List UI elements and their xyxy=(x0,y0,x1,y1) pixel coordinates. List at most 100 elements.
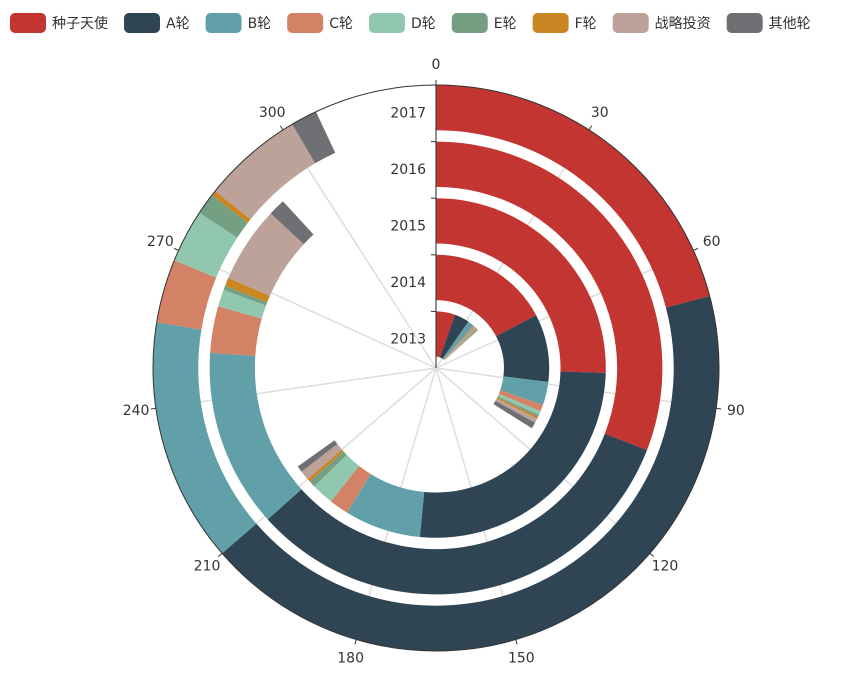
bar-segment xyxy=(297,440,338,472)
angle-tick-label: 150 xyxy=(508,651,535,667)
bar-segment xyxy=(496,315,550,382)
bar-segment xyxy=(498,390,543,412)
bar-segment xyxy=(228,213,304,296)
bar-segment xyxy=(152,322,257,554)
bar-segment xyxy=(497,396,539,417)
bar-segment xyxy=(218,289,267,319)
legend-label: A轮 xyxy=(166,16,190,32)
bar-segment xyxy=(210,306,262,356)
bar-segment xyxy=(270,201,314,245)
angle-tick xyxy=(693,247,699,251)
bar-segment xyxy=(225,277,270,303)
bar-segment xyxy=(496,397,539,419)
bar-segment xyxy=(215,124,316,220)
bar-segment xyxy=(419,371,606,538)
bar-segment xyxy=(309,451,347,487)
bar-segment xyxy=(223,285,268,306)
bar-segment xyxy=(493,400,536,429)
bar-segment xyxy=(222,296,719,652)
bar-segment xyxy=(497,393,541,416)
bar-segment xyxy=(442,321,474,360)
angle-tick xyxy=(588,125,593,131)
legend-item: 种子天使 xyxy=(10,13,108,33)
angle-tick-label: 0 xyxy=(432,57,441,73)
angle-tick xyxy=(218,552,223,557)
bar-segment xyxy=(436,198,606,373)
angle-tick-label: 300 xyxy=(259,105,286,121)
radius-tick-label: 2016 xyxy=(390,162,426,178)
legend-swatch xyxy=(10,13,46,33)
angle-tick xyxy=(716,407,722,410)
legend-item: 战略投资 xyxy=(612,13,711,33)
bar-segment xyxy=(436,254,537,337)
bar-segment xyxy=(199,195,248,238)
radius-tick-label: 2015 xyxy=(390,219,426,235)
bar-segment xyxy=(439,314,469,359)
legend-swatch xyxy=(368,13,405,33)
angle-tick-label: 270 xyxy=(147,234,174,250)
legend-item: C轮 xyxy=(287,13,353,33)
bar-segment xyxy=(156,260,217,330)
legend-item: F轮 xyxy=(532,13,597,33)
angle-tick-label: 30 xyxy=(591,105,609,121)
legend-label: C轮 xyxy=(329,16,353,32)
legend-label: 战略投资 xyxy=(655,16,711,32)
legend-swatch xyxy=(726,13,763,33)
grid-line xyxy=(178,249,437,369)
bar-segment xyxy=(495,398,538,423)
bar-segment xyxy=(211,190,251,223)
bar-segment xyxy=(301,444,342,480)
bar-segment xyxy=(331,465,371,513)
radius-tick-label: 2017 xyxy=(390,105,426,121)
angle-tick-label: 60 xyxy=(703,234,721,250)
angle-tick xyxy=(515,639,518,645)
angle-tick-label: 120 xyxy=(652,558,679,574)
radius-tick-label: 2014 xyxy=(390,275,426,291)
grid-line xyxy=(282,129,437,369)
angle-tick xyxy=(150,407,156,410)
bar-segment xyxy=(436,141,663,451)
legend-item: D轮 xyxy=(368,13,436,33)
angle-tick xyxy=(354,639,357,645)
legend-label: 其他轮 xyxy=(769,16,811,32)
bar-segment xyxy=(444,329,479,361)
legend-item: A轮 xyxy=(124,13,190,33)
legend-swatch xyxy=(287,13,324,33)
angle-tick-label: 210 xyxy=(194,558,221,574)
bar-segment xyxy=(267,433,647,595)
bar-segment xyxy=(307,449,344,482)
grid-line xyxy=(155,367,437,410)
legend-swatch xyxy=(205,13,242,33)
legend-swatch xyxy=(612,13,649,33)
angle-tick xyxy=(173,247,179,251)
legend-label: D轮 xyxy=(411,16,436,32)
angle-tick xyxy=(279,125,284,131)
legend-item: 其他轮 xyxy=(726,13,811,33)
bar-segment xyxy=(443,325,476,360)
bar-segment xyxy=(436,311,456,358)
bar-segment xyxy=(444,328,477,361)
bar-segment xyxy=(443,327,477,361)
bar-segment xyxy=(346,474,425,538)
bar-segment xyxy=(443,327,476,360)
legend-item: E轮 xyxy=(451,13,517,33)
bar-segment xyxy=(314,454,360,502)
legend-label: E轮 xyxy=(494,16,517,32)
angle-tick-label: 90 xyxy=(727,403,745,419)
legend-swatch xyxy=(451,13,488,33)
legend-label: 种子天使 xyxy=(52,15,108,32)
legend-label: F轮 xyxy=(575,16,597,32)
bar-segment xyxy=(209,352,302,520)
bar-segment xyxy=(444,328,478,361)
legend-swatch xyxy=(124,13,160,33)
legend-label: B轮 xyxy=(248,16,272,32)
legend-swatch xyxy=(532,13,569,33)
angle-tick-label: 240 xyxy=(123,403,150,419)
bar-segment xyxy=(292,111,336,164)
bar-segment xyxy=(436,85,710,308)
angle-tick-label: 180 xyxy=(337,651,364,667)
angle-tick xyxy=(649,552,654,557)
bar-segment xyxy=(500,376,549,406)
legend-item: B轮 xyxy=(205,13,272,33)
